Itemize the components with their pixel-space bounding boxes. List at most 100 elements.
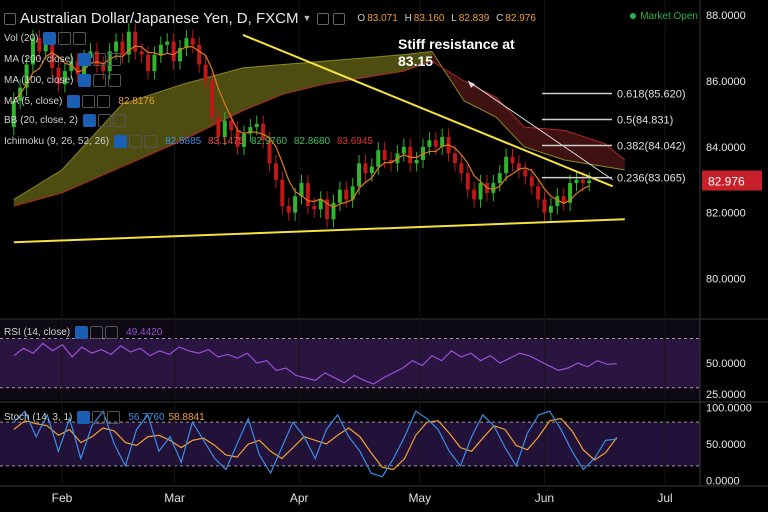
kumo-bullish bbox=[13, 51, 432, 207]
stoch-d-line bbox=[13, 417, 618, 471]
price-tick-label: 84.0000 bbox=[706, 142, 746, 154]
indicator-label[interactable]: MA (100, close) bbox=[4, 75, 74, 86]
month-tick-label: Mar bbox=[164, 491, 185, 505]
ohlc-close-label: C bbox=[496, 12, 504, 24]
candle-body bbox=[293, 196, 298, 213]
annotation-line1: Stiff resistance at bbox=[398, 36, 515, 52]
candle-body bbox=[69, 61, 74, 72]
indicator-row-bb[interactable]: BB (20, close, 2) bbox=[4, 114, 128, 127]
candle-body bbox=[82, 57, 87, 75]
close-icon[interactable] bbox=[108, 74, 122, 87]
indicator-buttons[interactable] bbox=[75, 326, 120, 339]
eye-icon[interactable] bbox=[82, 114, 96, 127]
candle-body bbox=[146, 54, 151, 72]
price-tick-label: 82.0000 bbox=[706, 208, 746, 220]
eye-icon[interactable] bbox=[333, 13, 346, 25]
gridlines bbox=[0, 0, 768, 487]
candle-body bbox=[165, 41, 170, 45]
stoch-tick-label: 0.0000 bbox=[706, 475, 740, 487]
candle-body bbox=[11, 100, 16, 128]
candle-body bbox=[152, 54, 157, 72]
gear-icon[interactable] bbox=[90, 326, 104, 339]
indicator-buttons[interactable] bbox=[43, 32, 88, 45]
close-icon[interactable] bbox=[105, 326, 119, 339]
indicator-row-vol[interactable]: Vol (20) bbox=[4, 32, 88, 45]
rsi-band bbox=[0, 338, 700, 388]
eye-icon[interactable] bbox=[67, 95, 81, 108]
gear-icon[interactable] bbox=[97, 114, 111, 127]
stoch-k-value: 56.7760 bbox=[128, 412, 165, 423]
indicator-buttons[interactable] bbox=[114, 135, 159, 148]
gear-icon[interactable] bbox=[129, 135, 143, 148]
eye-icon[interactable] bbox=[75, 326, 89, 339]
indicator-label[interactable]: BB (20, close, 2) bbox=[4, 115, 78, 126]
ohlc-high: 83.160 bbox=[413, 12, 445, 24]
eye-icon[interactable] bbox=[43, 32, 57, 45]
candle-body bbox=[497, 173, 502, 184]
candle-body bbox=[433, 140, 438, 147]
candle-body bbox=[382, 150, 387, 160]
close-icon[interactable] bbox=[144, 135, 158, 148]
gear-icon[interactable] bbox=[93, 74, 107, 87]
price-tick-label: 88.0000 bbox=[706, 10, 746, 22]
candle-body bbox=[401, 146, 406, 154]
candle-body bbox=[452, 153, 457, 164]
settings-icon[interactable] bbox=[317, 13, 330, 25]
indicator-row-stoch[interactable]: Stoch (14, 3, 1) 56.7760 58.8841 bbox=[4, 411, 205, 424]
indicator-value: 82.8176 bbox=[118, 96, 155, 107]
indicator-label[interactable]: RSI (14, close) bbox=[4, 327, 71, 338]
candle-body bbox=[414, 160, 419, 164]
indicator-label[interactable]: Stoch (14, 3, 1) bbox=[4, 412, 73, 423]
indicator-buttons[interactable] bbox=[82, 114, 128, 127]
ohlc-low-label: L bbox=[451, 12, 457, 24]
indicator-row-ma5[interactable]: MA (5, close) 82.8176 bbox=[4, 95, 155, 108]
candle-body bbox=[587, 180, 592, 184]
candle-body bbox=[421, 146, 426, 160]
indicator-buttons[interactable] bbox=[78, 53, 123, 66]
indicator-row-rsi[interactable]: RSI (14, close) 49.4420 bbox=[4, 326, 162, 339]
indicator-label[interactable]: MA (200, close) bbox=[4, 54, 74, 65]
candle-body bbox=[510, 156, 515, 164]
close-icon[interactable] bbox=[108, 53, 122, 66]
candle-body bbox=[337, 189, 342, 203]
indicator-label[interactable]: MA (5, close) bbox=[4, 96, 63, 107]
eye-icon[interactable] bbox=[114, 135, 128, 148]
indicator-label[interactable]: Vol (20) bbox=[4, 33, 39, 44]
candle-body bbox=[62, 71, 67, 85]
indicator-buttons[interactable] bbox=[67, 95, 112, 108]
indicator-row-ichimoku[interactable]: Ichimoku (9, 26, 52, 26) 82.5885 83.1475… bbox=[4, 135, 373, 148]
candle-body bbox=[542, 199, 547, 213]
close-icon[interactable] bbox=[97, 95, 111, 108]
symbol-menu-icon[interactable] bbox=[4, 13, 16, 25]
gear-icon[interactable] bbox=[82, 95, 96, 108]
eye-icon[interactable] bbox=[78, 53, 92, 66]
candle-body bbox=[357, 163, 362, 187]
eye-icon[interactable] bbox=[78, 74, 92, 87]
candle-body bbox=[229, 120, 234, 131]
close-icon[interactable] bbox=[112, 114, 126, 127]
indicator-buttons[interactable] bbox=[78, 74, 123, 87]
indicator-buttons[interactable] bbox=[77, 411, 122, 424]
candle-body bbox=[203, 64, 208, 81]
indicator-row-ma100[interactable]: MA (100, close) bbox=[4, 74, 123, 87]
rsi-line bbox=[13, 342, 617, 385]
candle-body bbox=[107, 51, 112, 72]
ohlc-open: 83.071 bbox=[367, 12, 398, 24]
fib-level-label: 0.382(84.042) bbox=[617, 140, 686, 152]
close-icon[interactable] bbox=[107, 411, 121, 424]
close-icon[interactable] bbox=[73, 32, 87, 45]
gear-icon[interactable] bbox=[93, 53, 107, 66]
indicator-label[interactable]: Ichimoku (9, 26, 52, 26) bbox=[4, 136, 110, 147]
month-tick-label: Apr bbox=[290, 491, 309, 505]
eye-icon[interactable] bbox=[77, 411, 91, 424]
gear-icon[interactable] bbox=[58, 32, 72, 45]
candle-body bbox=[273, 163, 278, 180]
candle-body bbox=[197, 44, 202, 65]
indicator-row-ma200[interactable]: MA (200, close) bbox=[4, 53, 123, 66]
symbol-header[interactable]: Australian Dollar/Japanese Yen, D, FXCM … bbox=[4, 8, 536, 28]
gear-icon[interactable] bbox=[92, 411, 106, 424]
candlestick-series bbox=[11, 23, 592, 228]
symbol-title[interactable]: Australian Dollar/Japanese Yen, D, FXCM bbox=[20, 9, 299, 27]
stoch-tick-label: 50.0000 bbox=[706, 439, 746, 451]
chevron-down-icon[interactable]: ▼ bbox=[302, 13, 312, 23]
